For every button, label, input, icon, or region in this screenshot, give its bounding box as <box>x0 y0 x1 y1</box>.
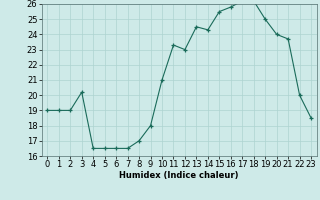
X-axis label: Humidex (Indice chaleur): Humidex (Indice chaleur) <box>119 171 239 180</box>
